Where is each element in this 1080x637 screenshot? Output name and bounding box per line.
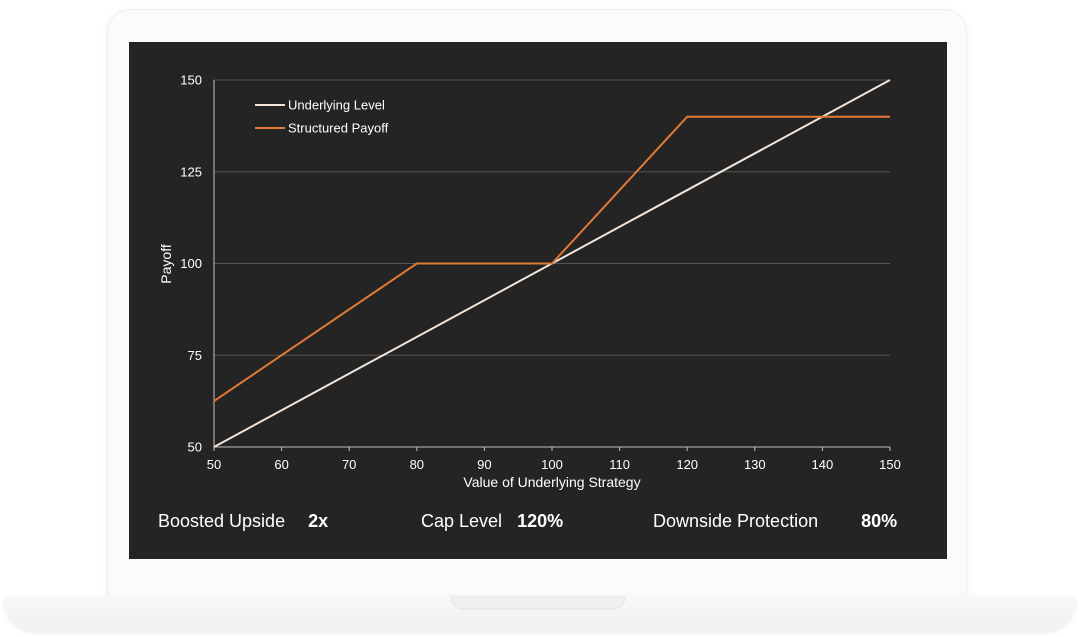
- laptop-notch: [450, 596, 626, 610]
- downside-protection-value: 80%: [861, 511, 898, 531]
- x-tick-label-110: 110: [609, 457, 630, 472]
- legend-label-structured-payoff: Structured Payoff: [288, 121, 389, 136]
- x-tick-label-120: 120: [676, 457, 698, 472]
- x-tick-label-70: 70: [342, 457, 356, 472]
- cap-level-value: 120%: [517, 511, 564, 531]
- series-line-structured-payoff: [213, 115, 890, 402]
- x-tick-label-100: 100: [541, 457, 563, 472]
- metrics-footer: Boosted Upside 2x Cap Level 120% Downsid…: [129, 511, 947, 533]
- x-tick-label-60: 60: [274, 457, 288, 472]
- y-tick-label-50: 50: [188, 440, 202, 455]
- grid-layer: [214, 79, 890, 356]
- x-tick-label-130: 130: [744, 457, 766, 472]
- downside-protection-label: Downside Protection: [653, 511, 819, 531]
- x-axis-label: Value of Underlying Strategy: [463, 474, 640, 490]
- laptop-screen: 50 75 100 125 150 50 60 70 80 90 100 110 120 130 140 15…: [129, 42, 947, 559]
- axis-layer: 50 75 100 125 150 50 60 70 80 90 100 110 120 130 140 15…: [180, 73, 901, 473]
- x-tick-label-50: 50: [207, 457, 221, 472]
- series-layer: [213, 79, 891, 448]
- boosted-upside-metric: Boosted Upside 2x: [158, 511, 328, 532]
- legend-label-underlying-level: Underlying Level: [288, 98, 385, 113]
- y-tick-label-100: 100: [180, 256, 202, 271]
- boosted-upside-label: Boosted Upside: [158, 511, 286, 531]
- cap-level-metric: Cap Level 120%: [421, 511, 563, 532]
- downside-protection-metric: Downside Protection 80%: [653, 511, 897, 532]
- x-tick-label-140: 140: [812, 457, 834, 472]
- y-axis-label: Payoff: [158, 244, 174, 284]
- y-tick-label-150: 150: [180, 73, 202, 88]
- boosted-upside-value: 2x: [308, 511, 329, 531]
- x-tick-label-90: 90: [477, 457, 491, 472]
- y-tick-label-75: 75: [188, 348, 202, 363]
- x-tick-label-80: 80: [410, 457, 424, 472]
- cap-level-label: Cap Level: [421, 511, 503, 531]
- chart-legend: Underlying Level Structured Payoff: [255, 98, 389, 136]
- payoff-chart: 50 75 100 125 150 50 60 70 80 90 100 110 120 130 140 15…: [158, 73, 901, 491]
- y-tick-label-125: 125: [180, 164, 202, 179]
- x-tick-label-150: 150: [879, 457, 901, 472]
